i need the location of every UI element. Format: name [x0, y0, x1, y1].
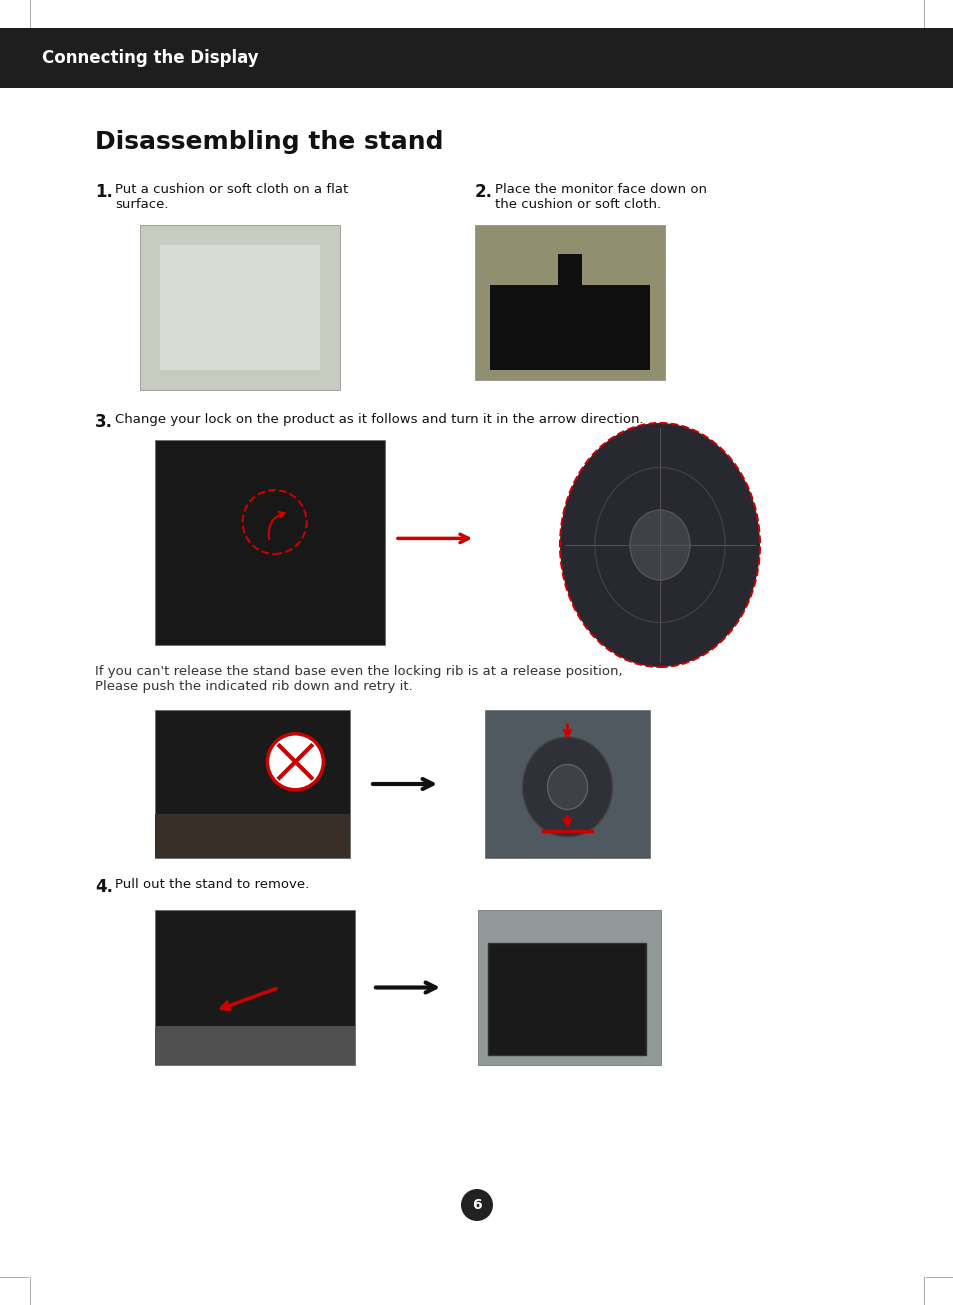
- Text: Disassembling the stand: Disassembling the stand: [95, 130, 443, 154]
- Bar: [140, 224, 339, 390]
- Bar: [160, 245, 319, 371]
- Bar: [0, 27, 953, 87]
- Bar: [154, 710, 350, 857]
- Bar: [154, 440, 385, 645]
- Circle shape: [460, 1189, 493, 1221]
- Text: Change your lock on the product as it follows and turn it in the arrow direction: Change your lock on the product as it fo…: [115, 412, 643, 425]
- Circle shape: [267, 733, 323, 790]
- Text: Pull out the stand to remove.: Pull out the stand to remove.: [115, 878, 309, 891]
- Bar: [154, 1026, 355, 1065]
- Ellipse shape: [522, 737, 612, 837]
- Bar: [558, 253, 581, 284]
- Bar: [475, 224, 664, 380]
- Bar: [154, 813, 350, 857]
- Ellipse shape: [535, 347, 604, 365]
- Bar: [154, 910, 355, 1065]
- Text: Put a cushion or soft cloth on a flat
surface.: Put a cushion or soft cloth on a flat su…: [115, 183, 348, 211]
- Text: 4.: 4.: [95, 878, 112, 897]
- Ellipse shape: [559, 423, 760, 667]
- Text: 3.: 3.: [95, 412, 112, 431]
- Text: 1.: 1.: [95, 183, 112, 201]
- Text: If you can't release the stand base even the locking rib is at a release positio: If you can't release the stand base even…: [95, 666, 622, 693]
- Text: Connecting the Display: Connecting the Display: [42, 50, 258, 67]
- Text: 2.: 2.: [475, 183, 493, 201]
- Ellipse shape: [547, 765, 587, 809]
- Bar: [488, 944, 645, 1054]
- Bar: [484, 710, 649, 857]
- Ellipse shape: [629, 510, 689, 579]
- Bar: [490, 284, 649, 371]
- Text: Place the monitor face down on
the cushion or soft cloth.: Place the monitor face down on the cushi…: [495, 183, 706, 211]
- Bar: [477, 910, 660, 1065]
- Text: 6: 6: [472, 1198, 481, 1212]
